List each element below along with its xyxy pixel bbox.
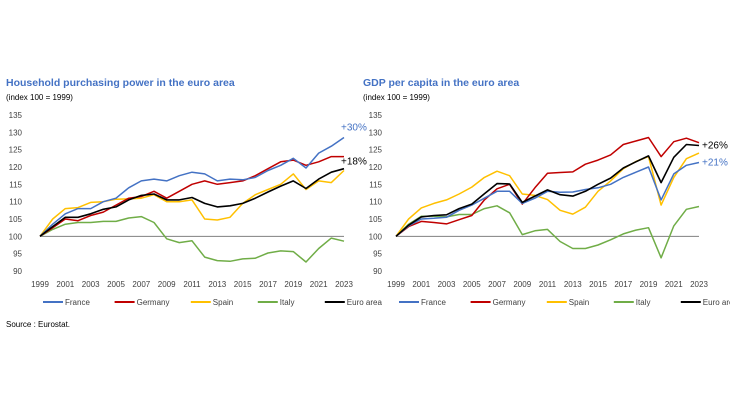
series-line-france [395, 161, 700, 237]
x-tick-label: 2017 [614, 280, 632, 289]
x-tick-label: 2001 [412, 280, 430, 289]
y-tick-label: 120 [369, 163, 383, 172]
x-tick-label: 1999 [387, 280, 405, 289]
end-label: +21% [702, 157, 728, 168]
x-tick-label: 2009 [158, 280, 176, 289]
x-tick-label: 2015 [589, 280, 607, 289]
chart-1: Household purchasing power in the euro a… [6, 77, 382, 307]
y-tick-label: 130 [369, 128, 383, 137]
legend-label: Germany [137, 298, 170, 307]
y-tick-label: 90 [373, 267, 382, 276]
x-tick-label: 2013 [208, 280, 226, 289]
x-tick-label: 2009 [513, 280, 531, 289]
legend-label: Euro area [347, 298, 383, 307]
source-note: Source : Eurostat. [6, 320, 71, 329]
legend-label: France [65, 298, 90, 307]
y-tick-label: 95 [13, 250, 22, 259]
y-tick-label: 110 [9, 198, 22, 207]
series-line-euro-area [395, 143, 700, 237]
y-tick-label: 105 [369, 215, 383, 224]
y-tick-label: 135 [369, 111, 383, 120]
y-tick-label: 120 [9, 163, 23, 172]
y-tick-label: 110 [369, 198, 382, 207]
x-tick-label: 2021 [310, 280, 328, 289]
y-tick-label: 115 [9, 180, 22, 189]
y-tick-label: 125 [369, 146, 383, 155]
y-tick-label: 100 [9, 232, 23, 241]
legend-label: Germany [493, 298, 526, 307]
chart-2: GDP per capita in the euro area (index 10… [363, 77, 730, 307]
y-tick-label: 135 [9, 111, 23, 120]
x-tick-label: 2023 [690, 280, 708, 289]
series-line-germany [39, 155, 344, 237]
x-tick-label: 2003 [438, 280, 456, 289]
x-tick-label: 2003 [82, 280, 100, 289]
legend-label: France [421, 298, 446, 307]
x-tick-label: 2005 [463, 280, 481, 289]
legend-label: Euro area [703, 298, 730, 307]
legend-label: Spain [569, 298, 589, 307]
chart-subtitle: (index 100 = 1999) [363, 93, 430, 102]
y-tick-label: 100 [369, 232, 383, 241]
series-line-spain [39, 169, 345, 237]
x-tick-label: 2011 [539, 280, 557, 289]
x-tick-label: 2021 [665, 280, 683, 289]
y-tick-label: 95 [373, 250, 382, 259]
x-tick-label: 2019 [640, 280, 658, 289]
legend-label: Italy [280, 298, 295, 307]
series-line-italy [39, 215, 345, 263]
series-line-italy [395, 205, 700, 259]
x-tick-label: 2017 [259, 280, 277, 289]
y-tick-label: 115 [369, 180, 382, 189]
legend-label: Italy [636, 298, 651, 307]
chart-subtitle: (index 100 = 1999) [6, 93, 73, 102]
end-label: +30% [341, 123, 367, 134]
x-tick-label: 2007 [132, 280, 150, 289]
x-tick-label: 1999 [31, 280, 49, 289]
x-tick-label: 2011 [183, 280, 201, 289]
series-line-germany [395, 136, 700, 237]
series-line-france [39, 136, 345, 237]
series-line-euro-area [39, 167, 345, 237]
y-tick-label: 105 [9, 215, 23, 224]
x-tick-label: 2019 [284, 280, 302, 289]
x-tick-label: 2005 [107, 280, 125, 289]
x-tick-label: 2013 [564, 280, 582, 289]
x-tick-label: 2015 [234, 280, 252, 289]
end-label: +18% [341, 157, 367, 168]
y-tick-label: 90 [13, 267, 22, 276]
y-tick-label: 125 [9, 146, 23, 155]
x-tick-label: 2001 [56, 280, 74, 289]
y-tick-label: 130 [9, 128, 23, 137]
end-label: +26% [702, 141, 728, 152]
legend-label: Spain [213, 298, 233, 307]
x-tick-label: 2023 [335, 280, 353, 289]
chart-title: Household purchasing power in the euro a… [6, 77, 235, 89]
x-tick-label: 2007 [488, 280, 506, 289]
chart-title: GDP per capita in the euro area [363, 77, 519, 89]
